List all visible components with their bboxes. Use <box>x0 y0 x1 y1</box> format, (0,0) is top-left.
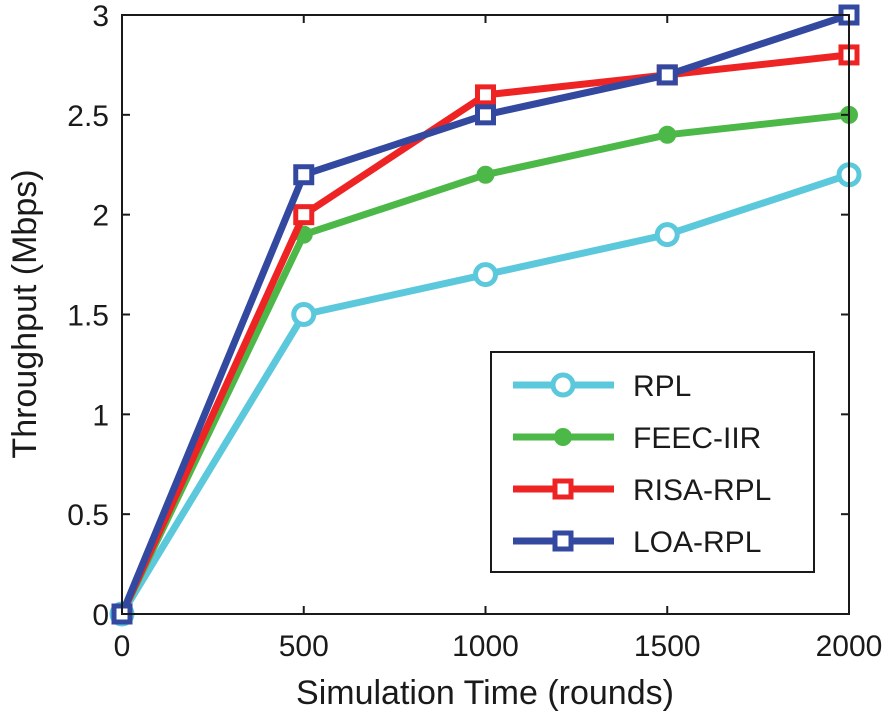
legend-label: LOA-RPL <box>633 526 761 559</box>
x-axis-title: Simulation Time (rounds) <box>296 674 674 712</box>
y-tick-label: 0 <box>92 599 109 632</box>
data-point-rpl <box>291 302 317 327</box>
y-tick-label: 0.5 <box>67 499 109 532</box>
legend-marker <box>550 372 576 398</box>
data-point-rpl <box>473 262 498 288</box>
legend-label: RISA-RPL <box>633 474 771 507</box>
x-tick-label: 1000 <box>452 630 519 663</box>
data-point-feec-iir <box>476 165 495 184</box>
legend-label: RPL <box>633 370 691 403</box>
data-point-loa-rpl <box>475 104 496 126</box>
y-tick-label: 1.5 <box>67 300 109 333</box>
x-tick-label: 1500 <box>634 630 701 663</box>
legend-item-feec-iir: FEEC-IIR <box>513 422 761 455</box>
data-point-loa-rpl <box>656 64 678 86</box>
legend-label: FEEC-IIR <box>633 422 761 455</box>
data-point-rpl <box>654 222 680 248</box>
legend-box <box>490 351 815 573</box>
data-point-risa-rpl <box>475 84 496 106</box>
x-tick-label: 500 <box>279 630 329 663</box>
data-point-risa-rpl <box>293 204 315 226</box>
plot-area <box>109 4 862 627</box>
y-tick-label: 1 <box>92 399 109 432</box>
x-tick-label: 2000 <box>816 630 883 663</box>
y-axis-title: Throughput (Mbps) <box>6 169 44 458</box>
data-point-loa-rpl <box>293 164 315 186</box>
legend-marker <box>554 428 572 446</box>
y-tick-label: 2 <box>92 200 109 233</box>
data-point-feec-iir <box>658 125 677 144</box>
y-tick-label: 3 <box>92 0 109 33</box>
legend-marker <box>552 478 574 500</box>
legend-item-risa-rpl: RISA-RPL <box>513 474 771 507</box>
legend: RPL FEEC-IIR RISA-RPL LOA-RPL <box>490 351 815 573</box>
axis-ticks: 0 500 1000 1500 2000 0 0.5 1 1.5 2 2.5 3 <box>67 0 882 663</box>
legend-item-rpl: RPL <box>513 370 691 403</box>
x-tick-label: 0 <box>114 630 131 663</box>
y-tick-label: 2.5 <box>67 100 109 133</box>
legend-item-loa-rpl: LOA-RPL <box>513 526 761 559</box>
legend-marker <box>552 530 574 552</box>
